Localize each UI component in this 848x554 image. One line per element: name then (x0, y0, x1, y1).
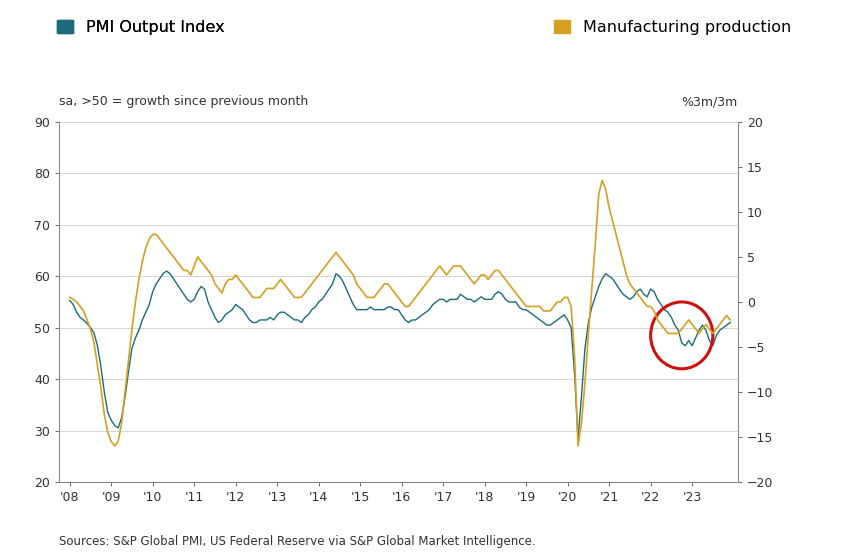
Legend: Manufacturing production: Manufacturing production (548, 13, 798, 42)
Text: %3m/3m: %3m/3m (682, 95, 738, 108)
Legend: PMI Output Index: PMI Output Index (50, 13, 231, 42)
Text: sa, >50 = growth since previous month: sa, >50 = growth since previous month (59, 95, 309, 108)
Text: Sources: S&P Global PMI, US Federal Reserve via S&P Global Market Intelligence.: Sources: S&P Global PMI, US Federal Rese… (59, 536, 536, 548)
